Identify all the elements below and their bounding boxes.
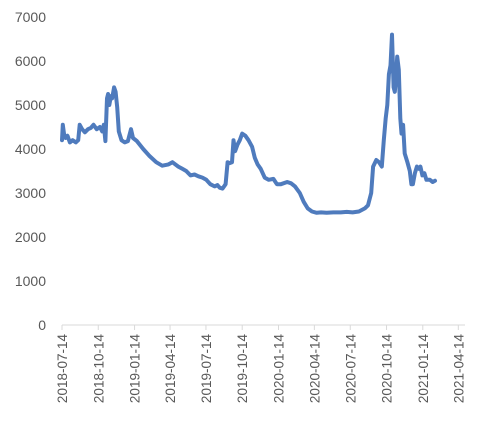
y-tick-label: 2000 — [15, 229, 46, 245]
x-tick-label: 2020-10-14 — [380, 334, 395, 404]
x-axis-ticks: 2018-07-14 2018-10-14 2019-01-14 2019-04-14… — [55, 325, 466, 403]
x-tick-label: 2018-10-14 — [91, 334, 106, 404]
x-tick-label: 2019-01-14 — [128, 334, 143, 404]
x-tick-label: 2019-07-14 — [199, 334, 214, 404]
x-tick-label: 2020-01-14 — [271, 334, 286, 404]
y-tick-label: 7000 — [15, 9, 46, 25]
y-tick-label: 4000 — [15, 141, 46, 157]
y-tick-label: 5000 — [15, 97, 46, 113]
y-axis-tick-labels: 0 1000 2000 3000 4000 5000 6000 7000 — [15, 9, 46, 333]
y-tick-label: 6000 — [15, 53, 46, 69]
x-tick-label: 2021-01-14 — [416, 334, 431, 404]
x-tick-label: 2020-07-14 — [343, 334, 358, 404]
y-tick-label: 1000 — [15, 273, 46, 289]
series-line — [60, 32, 437, 215]
y-tick-label: 0 — [38, 317, 46, 333]
x-tick-label: 2021-04-14 — [451, 334, 466, 404]
y-tick-label: 3000 — [15, 185, 46, 201]
x-tick-label: 2018-07-14 — [55, 334, 70, 404]
x-tick-label: 2019-04-14 — [163, 334, 178, 404]
x-tick-label: 2019-10-14 — [235, 334, 250, 404]
x-tick-label: 2020-04-14 — [307, 334, 322, 404]
